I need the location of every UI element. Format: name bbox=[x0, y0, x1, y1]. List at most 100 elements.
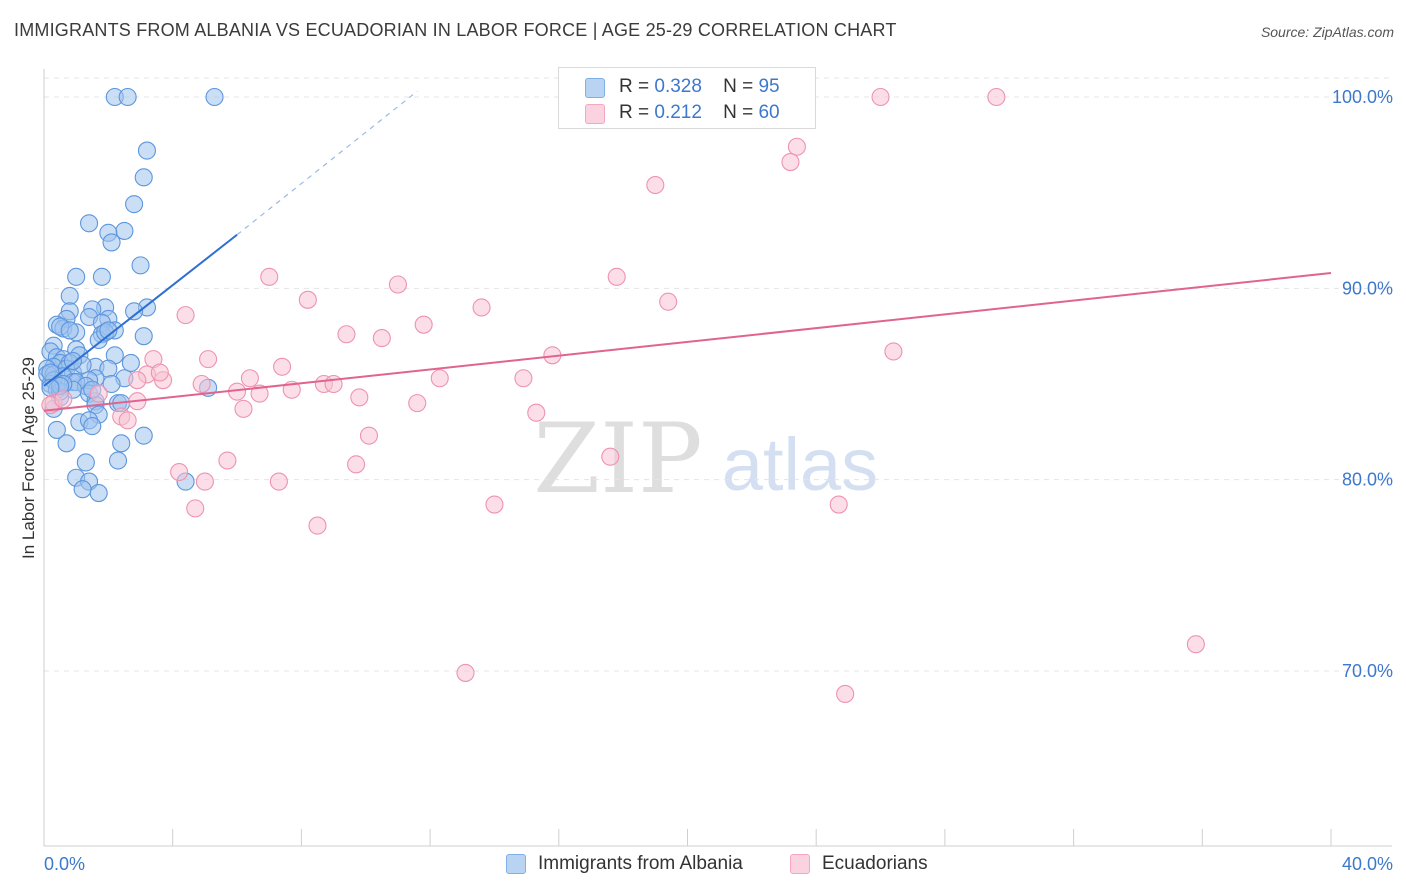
ecuadorian-point bbox=[350, 388, 369, 407]
ecuadorian-point bbox=[234, 399, 253, 418]
ecuadorian-point bbox=[170, 462, 189, 482]
legend-swatch-ecuadorian bbox=[790, 854, 810, 874]
albania-swatch bbox=[585, 78, 605, 98]
albania-point bbox=[134, 168, 153, 187]
albania-points bbox=[38, 87, 224, 503]
albania-point bbox=[134, 327, 153, 346]
ecuadorian-point bbox=[195, 472, 214, 491]
albania-point bbox=[67, 267, 86, 286]
ecuadorian-point bbox=[659, 292, 678, 311]
albania-point bbox=[92, 267, 111, 286]
y-tick-label: 100.0% bbox=[1332, 87, 1393, 107]
x-tick-label-max: 40.0% bbox=[1342, 854, 1393, 874]
ecuadorian-point bbox=[884, 342, 903, 361]
ecuadorian-point bbox=[430, 369, 449, 388]
legend-label-albania: Immigrants from Albania bbox=[538, 853, 743, 874]
ecuadorian-point bbox=[298, 290, 317, 309]
r-label: R = bbox=[619, 102, 650, 123]
ecuadorian-points bbox=[41, 87, 1205, 704]
ecuadorian-trend-line bbox=[43, 272, 1332, 412]
y-axis-label: In Labor Force | Age 25-29 bbox=[19, 357, 38, 559]
ecuadorian-point bbox=[192, 374, 211, 394]
x-tick-label-min: 0.0% bbox=[44, 854, 85, 874]
ecuadorian-point bbox=[250, 384, 269, 403]
albania-point bbox=[137, 141, 157, 160]
n-label: N = bbox=[723, 76, 754, 97]
ecuadorian-point bbox=[150, 363, 169, 382]
ecuadorian-point bbox=[781, 153, 800, 172]
ecuadorian-point bbox=[514, 369, 533, 388]
ecuadorian-point bbox=[1186, 635, 1205, 654]
ecuadorian-point bbox=[408, 394, 427, 413]
ecuadorian-point bbox=[646, 175, 665, 195]
albania-point bbox=[118, 87, 137, 107]
ecuadorian-point bbox=[347, 455, 366, 474]
albania-point bbox=[121, 353, 140, 373]
ecuadorian-point bbox=[218, 451, 237, 470]
r-label: R = bbox=[619, 76, 650, 97]
ecuadorian-point bbox=[372, 329, 391, 348]
albania-point bbox=[60, 286, 79, 306]
albania-point bbox=[102, 233, 121, 252]
ecuadorian-point bbox=[240, 369, 259, 388]
trend-lines bbox=[43, 90, 1332, 412]
y-tick-labels: 70.0% 80.0% 90.0% 100.0% bbox=[1332, 87, 1393, 681]
albania-point bbox=[73, 480, 92, 499]
albania-point bbox=[102, 374, 121, 394]
chart-title: IMMIGRANTS FROM ALBANIA VS ECUADORIAN IN… bbox=[14, 20, 897, 40]
axes bbox=[43, 69, 1392, 847]
albania-point bbox=[47, 420, 66, 439]
albania-trend-extension bbox=[236, 90, 418, 236]
ecuadorian-point bbox=[787, 137, 806, 156]
albania-point bbox=[134, 426, 153, 445]
r-value-albania: 0.328 bbox=[654, 76, 702, 97]
ecuadorian-point bbox=[388, 275, 407, 294]
ecuadorian-point bbox=[269, 472, 288, 491]
stats-legend: R = 0.328 N = 95 R = 0.212 N = 60 bbox=[558, 67, 816, 129]
ecuadorian-point bbox=[128, 371, 147, 390]
ecuadorian-point bbox=[456, 663, 475, 682]
albania-point bbox=[131, 256, 150, 275]
albania-point bbox=[125, 195, 144, 214]
albania-point bbox=[60, 321, 79, 340]
ecuadorian-swatch bbox=[585, 104, 605, 124]
watermark: ZIP atlas bbox=[533, 403, 878, 515]
ecuadorian-point bbox=[176, 306, 195, 325]
ecuadorian-point bbox=[472, 298, 491, 317]
n-label: N = bbox=[723, 102, 754, 123]
ecuadorian-point bbox=[601, 447, 620, 466]
ecuadorian-point bbox=[836, 684, 855, 704]
ecuadorian-point bbox=[485, 495, 504, 514]
n-value-ecuadorian: 60 bbox=[758, 102, 780, 123]
ecuadorian-point bbox=[871, 87, 890, 107]
albania-point bbox=[83, 417, 102, 436]
ecuadorian-point bbox=[359, 426, 379, 445]
y-tick-label: 80.0% bbox=[1342, 470, 1393, 490]
bottom-legend: Immigrants from Albania Ecuadorians bbox=[0, 850, 1406, 878]
ecuadorian-point bbox=[89, 384, 108, 403]
ecuadorian-point bbox=[527, 403, 546, 422]
albania-point bbox=[125, 302, 144, 321]
chart-source: Source: ZipAtlas.com bbox=[1260, 24, 1394, 40]
ecuadorian-point bbox=[414, 315, 433, 334]
albania-point bbox=[99, 321, 118, 340]
legend-label-ecuadorian: Ecuadorians bbox=[822, 853, 928, 874]
y-tick-label: 70.0% bbox=[1342, 661, 1393, 681]
albania-point bbox=[63, 351, 83, 371]
ecuadorian-point bbox=[54, 390, 73, 409]
albania-point bbox=[57, 434, 76, 453]
ecuadorian-point bbox=[324, 374, 343, 394]
ecuadorian-point bbox=[199, 350, 218, 369]
r-value-ecuadorian: 0.212 bbox=[654, 102, 702, 123]
albania-point bbox=[76, 453, 95, 472]
y-tick-label: 90.0% bbox=[1342, 278, 1393, 298]
ecuadorian-point bbox=[273, 357, 292, 376]
ecuadorian-point bbox=[118, 411, 137, 430]
ecuadorian-point bbox=[829, 495, 848, 514]
ecuadorian-point bbox=[186, 499, 205, 518]
albania-point bbox=[89, 484, 108, 503]
ecuadorian-point bbox=[260, 267, 279, 286]
albania-point bbox=[108, 451, 128, 470]
ecuadorian-point bbox=[987, 87, 1006, 107]
